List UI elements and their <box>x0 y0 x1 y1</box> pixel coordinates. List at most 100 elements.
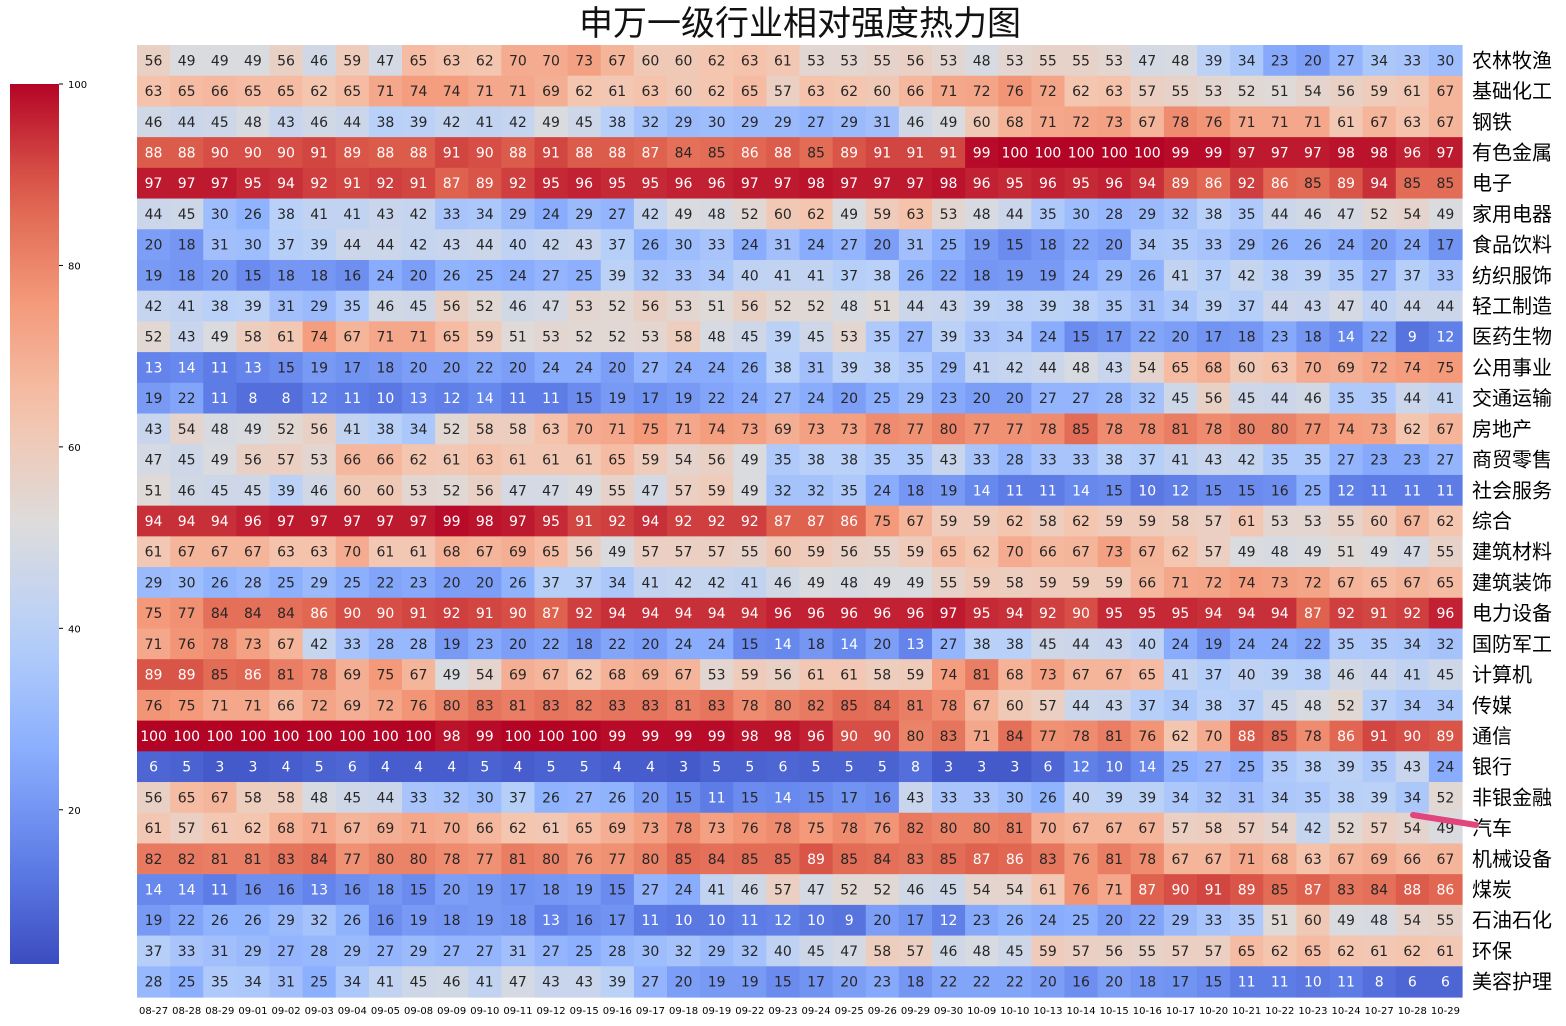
heatmap-cell <box>1130 75 1165 108</box>
heatmap-cell <box>335 290 370 322</box>
cell-value-label: 83 <box>940 729 958 745</box>
heatmap-cell <box>1428 229 1463 261</box>
cell-value-label: 84 <box>277 606 295 622</box>
cell-value-label: 97 <box>1238 145 1256 161</box>
cell-value-label: 43 <box>178 330 196 346</box>
heatmap-cell <box>633 106 668 138</box>
heatmap-cell <box>1064 352 1099 384</box>
cell-value-label: 62 <box>1403 944 1421 960</box>
heatmap-cell <box>1163 259 1198 292</box>
column-label: 08-29 <box>205 1006 234 1017</box>
cell-value-label: 33 <box>1205 238 1223 254</box>
cell-value-label: 73 <box>1370 422 1388 438</box>
cell-value-label: 100 <box>405 729 432 745</box>
heatmap-cell <box>302 259 337 292</box>
cell-value-label: 96 <box>840 606 858 622</box>
heatmap-cell <box>898 444 933 476</box>
cell-value-label: 56 <box>575 545 593 561</box>
cell-value-label: 65 <box>1304 944 1322 960</box>
heatmap-cell <box>799 352 834 384</box>
heatmap-cell <box>1296 352 1331 384</box>
heatmap-cell <box>534 106 569 138</box>
cell-value-label: 71 <box>1238 852 1256 868</box>
cell-value-label: 24 <box>807 391 825 407</box>
cell-value-label: 59 <box>973 575 991 591</box>
cell-value-label: 96 <box>708 176 726 192</box>
cell-value-label: 63 <box>1105 84 1123 100</box>
cell-value-label: 63 <box>542 422 560 438</box>
cell-value-label: 91 <box>542 145 560 161</box>
heatmap-cell <box>1230 474 1264 507</box>
cell-value-label: 53 <box>1205 84 1223 100</box>
cell-value-label: 58 <box>1205 821 1223 837</box>
heatmap-cell <box>402 352 436 384</box>
heatmap-cell <box>700 290 734 322</box>
cell-value-label: 86 <box>1006 852 1024 868</box>
cell-value-label: 69 <box>542 84 560 100</box>
cell-value-label: 52 <box>840 883 858 899</box>
heatmap-cell <box>600 352 635 384</box>
cell-value-label: 72 <box>1072 115 1090 131</box>
cell-value-label: 19 <box>310 360 328 376</box>
heatmap-cell <box>865 229 900 261</box>
cell-value-label: 27 <box>1039 391 1057 407</box>
cell-value-label: 61 <box>145 545 163 561</box>
row-label: 房地产 <box>1472 417 1532 441</box>
heatmap-cell <box>402 382 436 415</box>
cell-value-label: 33 <box>1072 453 1090 469</box>
cell-value-label: 18 <box>509 913 527 929</box>
cell-value-label: 88 <box>1403 883 1421 899</box>
row-label: 基础化工 <box>1472 79 1552 103</box>
cell-value-label: 83 <box>708 698 726 714</box>
cell-value-label: 20 <box>973 391 991 407</box>
cell-value-label: 46 <box>1337 668 1355 684</box>
cell-value-label: 56 <box>310 422 328 438</box>
column-label: 09-15 <box>570 1006 599 1017</box>
cell-value-label: 83 <box>608 698 626 714</box>
cell-value-label: 39 <box>1138 790 1156 806</box>
cell-value-label: 62 <box>1172 729 1190 745</box>
cell-value-label: 58 <box>873 944 891 960</box>
cell-value-label: 34 <box>1271 790 1289 806</box>
cell-value-label: 81 <box>675 698 693 714</box>
heatmap-cell <box>1395 290 1430 322</box>
cell-value-label: 61 <box>542 821 560 837</box>
cell-value-label: 26 <box>642 238 660 254</box>
cell-value-label: 22 <box>940 268 958 284</box>
heatmap-cell <box>898 198 933 230</box>
cell-value-label: 65 <box>443 330 461 346</box>
cell-value-label: 97 <box>1437 145 1455 161</box>
cell-value-label: 60 <box>642 53 660 69</box>
cell-value-label: 26 <box>1304 238 1322 254</box>
heatmap-cell <box>700 474 734 507</box>
cell-value-label: 29 <box>840 115 858 131</box>
cell-value-label: 71 <box>377 330 395 346</box>
cell-value-label: 18 <box>807 637 825 653</box>
cell-value-label: 51 <box>1337 545 1355 561</box>
heatmap-cell <box>1296 444 1331 476</box>
heatmap-cell <box>700 167 734 200</box>
heatmap-cell <box>1097 198 1132 230</box>
cell-value-label: 67 <box>1437 852 1455 868</box>
cell-value-label: 48 <box>1172 53 1190 69</box>
cell-value-label: 10 <box>675 913 693 929</box>
cell-value-label: 88 <box>145 145 163 161</box>
cell-value-label: 80 <box>542 852 560 868</box>
heatmap-cell <box>1428 352 1463 384</box>
cell-value-label: 38 <box>1304 760 1322 776</box>
cell-value-label: 89 <box>1337 176 1355 192</box>
cell-value-label: 61 <box>1039 883 1057 899</box>
cell-value-label: 55 <box>940 575 958 591</box>
cell-value-label: 87 <box>1138 883 1156 899</box>
cell-value-label: 85 <box>940 852 958 868</box>
cell-value-label: 94 <box>178 514 196 530</box>
cell-value-label: 62 <box>708 84 726 100</box>
cell-value-label: 81 <box>1105 852 1123 868</box>
cell-value-label: 94 <box>608 606 626 622</box>
cell-value-label: 69 <box>509 545 527 561</box>
cell-value-label: 58 <box>1006 575 1024 591</box>
heatmap-cell <box>832 352 867 384</box>
cell-value-label: 37 <box>145 944 163 960</box>
column-label: 10-27 <box>1365 1006 1394 1017</box>
cell-value-label: 37 <box>1238 698 1256 714</box>
